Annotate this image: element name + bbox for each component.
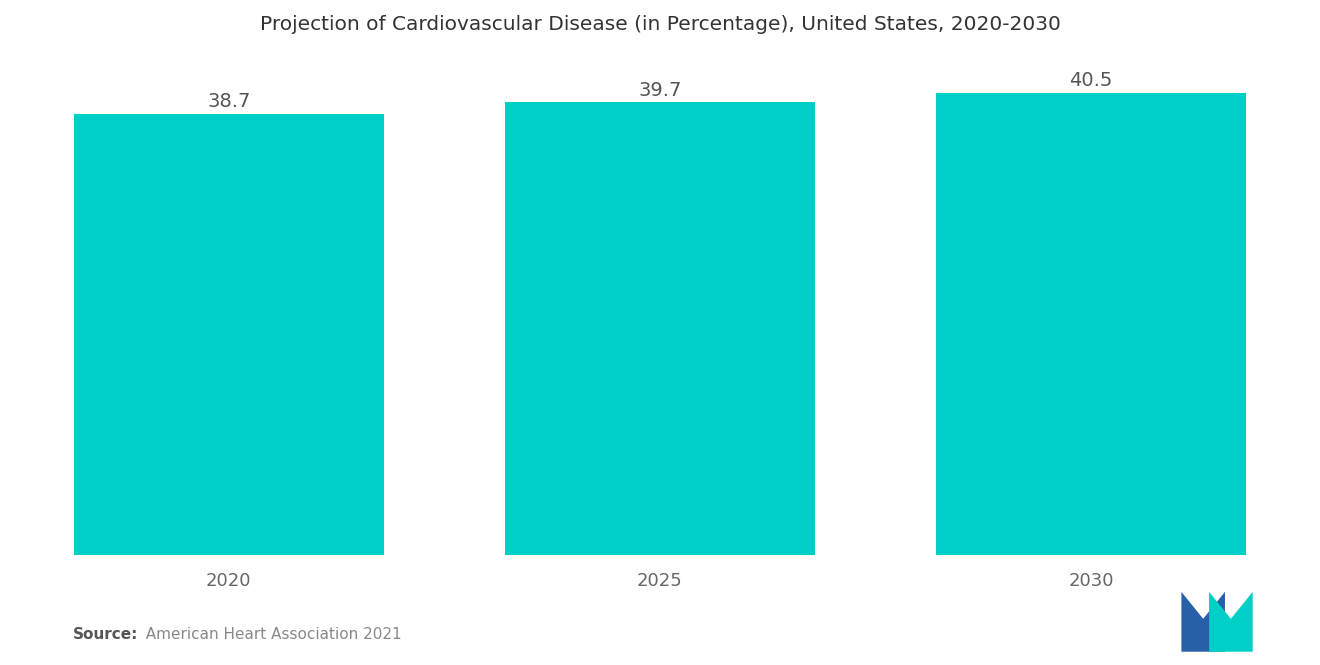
Text: 40.5: 40.5: [1069, 71, 1113, 90]
Bar: [504, 102, 816, 555]
Text: American Heart Association 2021: American Heart Association 2021: [136, 626, 401, 642]
Title: Projection of Cardiovascular Disease (in Percentage), United States, 2020-2030: Projection of Cardiovascular Disease (in…: [260, 15, 1060, 34]
Polygon shape: [1209, 592, 1253, 652]
Text: 38.7: 38.7: [207, 92, 251, 111]
Text: 39.7: 39.7: [639, 80, 681, 100]
Text: Source:: Source:: [73, 626, 139, 642]
Bar: [74, 114, 384, 555]
Bar: [936, 93, 1246, 555]
Polygon shape: [1181, 592, 1225, 652]
